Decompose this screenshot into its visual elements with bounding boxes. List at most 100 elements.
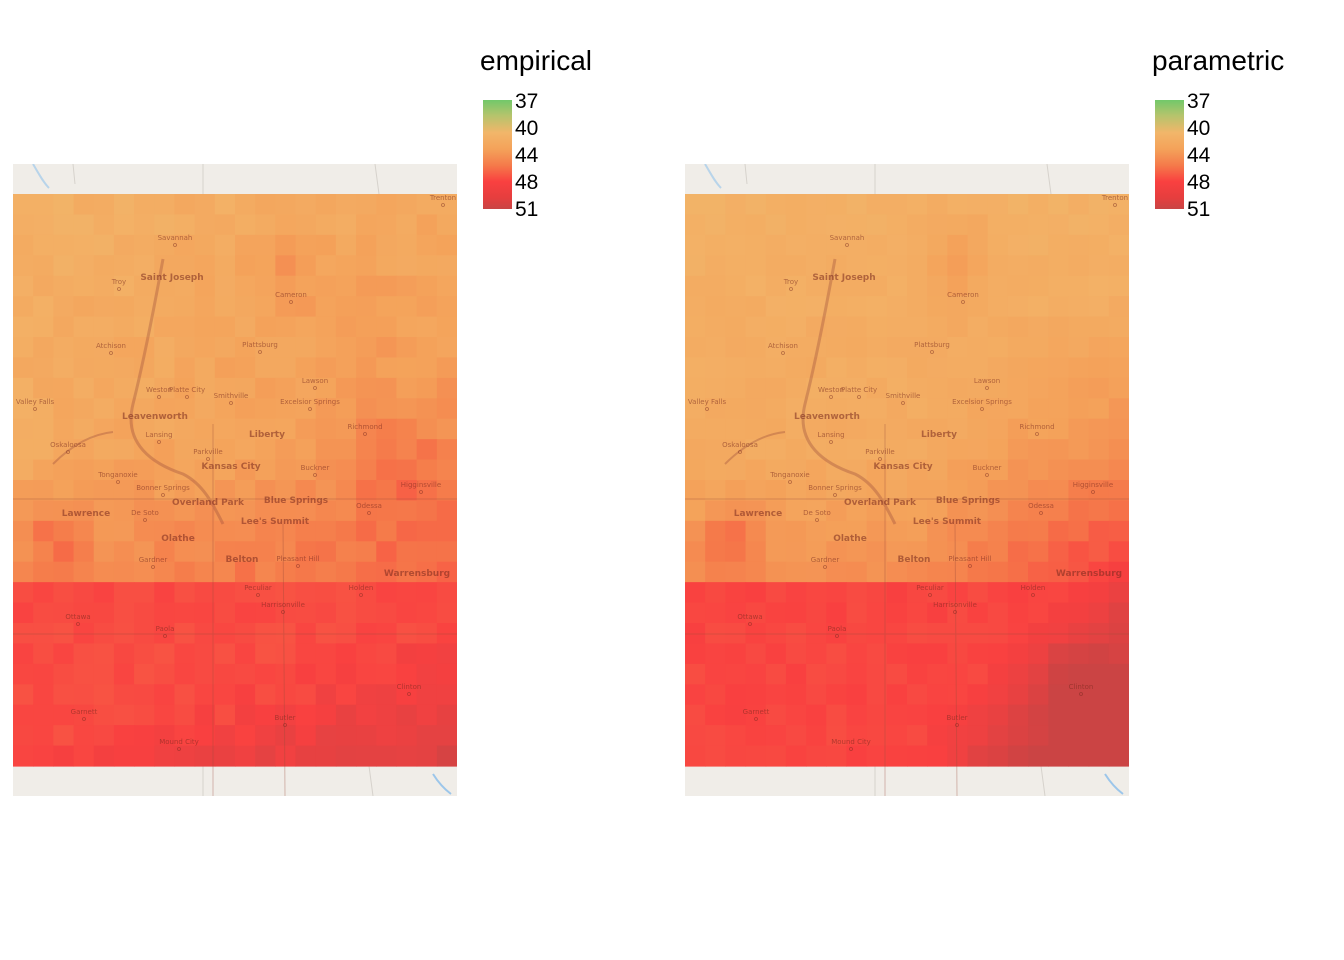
heatmap-cell: [806, 745, 827, 767]
heatmap-cell: [866, 725, 888, 747]
heatmap-cell: [436, 337, 457, 359]
heatmap-cell: [927, 194, 948, 216]
heatmap-cell: [214, 745, 236, 767]
heatmap-cell: [907, 480, 928, 502]
place-marker: [985, 473, 989, 477]
heatmap-cell: [765, 480, 787, 502]
heatmap-cell: [255, 234, 276, 256]
heatmap-cell: [685, 561, 706, 583]
heatmap-cell: [705, 704, 726, 726]
heatmap-cell: [376, 561, 398, 583]
place-label: Lawrence: [734, 509, 783, 519]
heatmap-cell: [1007, 316, 1029, 338]
heatmap-cell: [846, 541, 868, 563]
heatmap-cell: [1068, 214, 1090, 236]
place-marker: [788, 480, 792, 484]
place-label: Trenton: [1101, 194, 1128, 202]
heatmap-cell: [725, 357, 747, 379]
heatmap-cell: [1048, 214, 1070, 236]
heatmap-cell: [235, 459, 256, 481]
heatmap-cell: [33, 337, 54, 359]
heatmap-cell: [396, 745, 418, 767]
heatmap-cell: [73, 439, 95, 461]
heatmap-cell: [396, 296, 418, 318]
heatmap-cell: [194, 459, 216, 481]
place-label: Cameron: [275, 291, 307, 299]
heatmap-cell: [174, 623, 196, 645]
heatmap-cell: [685, 704, 706, 726]
heatmap-cell: [356, 704, 377, 726]
place-marker: [407, 692, 411, 696]
heatmap-cell: [93, 418, 115, 440]
place-marker: [878, 457, 882, 461]
heatmap-cell: [235, 377, 256, 399]
heatmap-cell: [685, 377, 706, 399]
place-marker: [281, 610, 285, 614]
heatmap-cell: [436, 398, 457, 420]
heatmap-cell: [1028, 745, 1049, 767]
place-label: Saint Joseph: [140, 273, 203, 283]
heatmap-cell: [356, 316, 377, 338]
place-marker: [829, 440, 833, 444]
heatmap-cell: [806, 684, 827, 706]
heatmap-cell: [33, 296, 54, 318]
heatmap-cell: [907, 561, 928, 583]
heatmap-cell: [255, 337, 276, 359]
heatmap-cell: [1088, 357, 1110, 379]
heatmap-cell: [275, 643, 297, 665]
heatmap-cell: [73, 337, 95, 359]
heatmap-cell: [53, 582, 75, 604]
heatmap-cell: [725, 398, 747, 420]
place-marker: [308, 407, 312, 411]
heatmap-cell: [1068, 337, 1090, 359]
heatmap-cell: [1088, 684, 1110, 706]
heatmap-cell: [174, 643, 196, 665]
heatmap-cell: [886, 255, 908, 277]
heatmap-cell: [356, 459, 377, 481]
heatmap-cell: [1108, 643, 1129, 665]
heatmap-cell: [113, 234, 135, 256]
heatmap-cell: [1048, 602, 1070, 624]
heatmap-cell: [275, 296, 297, 318]
place-label: Lee's Summit: [241, 517, 310, 527]
heatmap-cell: [1048, 520, 1070, 542]
heatmap-cell: [416, 418, 438, 440]
heatmap-cell: [1028, 439, 1049, 461]
place-label: Plattsburg: [914, 341, 950, 349]
heatmap-cell: [416, 337, 438, 359]
place-label: Kansas City: [873, 462, 932, 472]
heatmap-cell: [73, 500, 95, 522]
place-marker: [289, 300, 293, 304]
heatmap-cell: [1068, 316, 1090, 338]
heatmap-cell: [765, 214, 787, 236]
heatmap-cell: [396, 541, 418, 563]
heatmap-cell: [295, 194, 317, 216]
heatmap-cell: [967, 194, 989, 216]
heatmap-cell: [765, 194, 787, 216]
heatmap-cell: [967, 275, 989, 297]
parametric-map[interactable]: Trenton Savannah Saint Joseph Troy Cameron At…: [685, 164, 1129, 796]
heatmap-cell: [987, 459, 1009, 481]
heatmap-cell: [356, 337, 377, 359]
empirical-map[interactable]: Trenton Savannah Saint Joseph Troy Cameron At…: [13, 164, 457, 796]
heatmap-cell: [745, 541, 767, 563]
heatmap-cell: [275, 663, 297, 685]
heatmap-cell: [886, 418, 908, 440]
heatmap-cell: [93, 275, 115, 297]
heatmap-cell: [376, 377, 398, 399]
heatmap-cell: [255, 377, 276, 399]
heatmap-cell: [785, 357, 807, 379]
heatmap-cell: [376, 357, 398, 379]
heatmap-cell: [174, 398, 196, 420]
heatmap-cell: [356, 480, 377, 502]
heatmap-cell: [356, 745, 377, 767]
heatmap-cell: [826, 194, 848, 216]
heatmap-cell: [745, 255, 767, 277]
heatmap-cell: [356, 377, 377, 399]
heatmap-cell: [1007, 234, 1029, 256]
place-marker: [283, 723, 287, 727]
heatmap-cell: [987, 316, 1009, 338]
place-label: Richmond: [1019, 423, 1054, 431]
heatmap-cell: [174, 745, 196, 767]
heatmap-cell: [1048, 582, 1070, 604]
